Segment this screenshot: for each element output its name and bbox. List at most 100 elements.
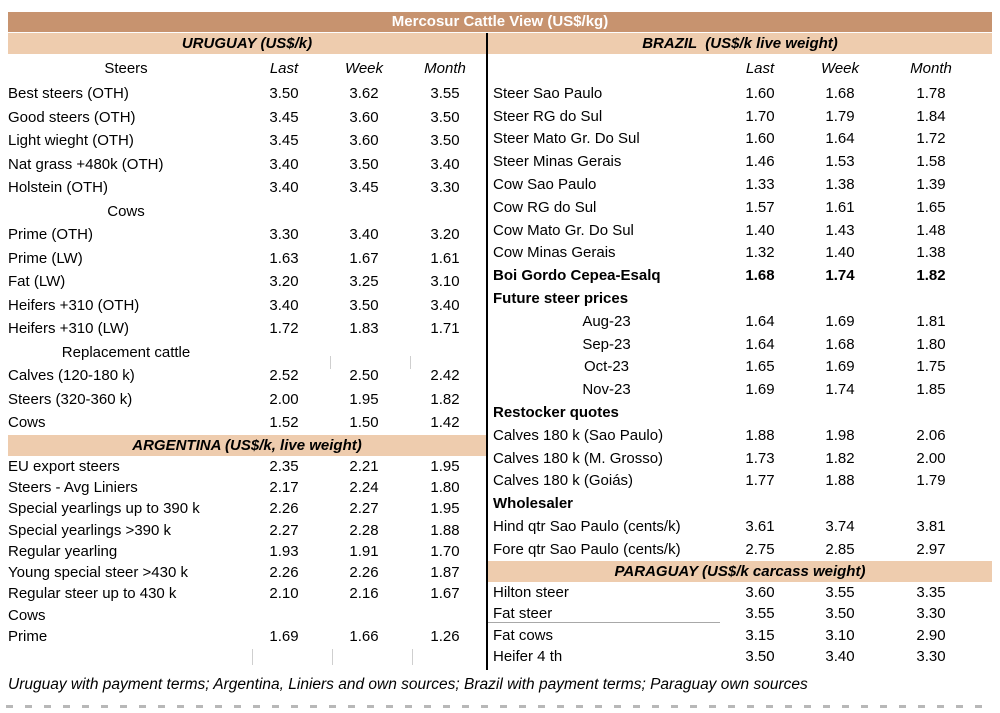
row-label: Cow Minas Gerais xyxy=(493,244,616,262)
cell-last: 3.50 xyxy=(269,85,299,103)
table-row: Calves 180 k (M. Grosso) 1.73 1.82 2.00 xyxy=(488,447,992,470)
panel-divider xyxy=(486,33,488,670)
column-header-week: Week xyxy=(344,59,384,77)
table-row: Prime (OTH) 3.30 3.40 3.20 xyxy=(8,223,486,247)
cell-week: 3.55 xyxy=(825,583,855,601)
cell-month: 3.81 xyxy=(916,518,946,536)
cell-week: 2.28 xyxy=(349,521,379,539)
row-label: Fat cows xyxy=(493,626,554,644)
table-row: Prime 1.69 1.66 1.26 xyxy=(8,626,486,647)
table-row: Regular steer up to 430 k 2.10 2.16 1.67 xyxy=(8,583,486,604)
cell-week: 1.98 xyxy=(825,426,855,444)
cell-month: 1.39 xyxy=(916,176,946,194)
table-row: Fat cows 3.15 3.10 2.90 xyxy=(488,625,992,647)
cell-last: 3.40 xyxy=(269,179,299,197)
cell-last: 2.35 xyxy=(269,457,299,475)
cell-week: 3.40 xyxy=(349,226,379,244)
cell-month: 1.48 xyxy=(916,221,946,239)
table-row: Best steers (OTH) 3.50 3.62 3.55 xyxy=(8,82,486,106)
table-row: Special yearlings up to 390 k 2.26 2.27 1.9… xyxy=(8,498,486,519)
table-row: Heifer 4 th 3.50 3.40 3.30 xyxy=(488,646,992,668)
cell-last: 1.70 xyxy=(745,107,775,125)
row-label: Calves 180 k (Sao Paulo) xyxy=(493,426,664,444)
cell-last: 3.15 xyxy=(745,626,775,644)
section: URUGUAY (US$/k) Steers Last Week Month Best s… xyxy=(8,33,486,435)
cell-week: 3.25 xyxy=(349,273,379,291)
cell-last: 1.52 xyxy=(269,414,299,432)
row-label: Holstein (OTH) xyxy=(8,179,109,197)
table-row: Sep-23 1.64 1.68 1.80 xyxy=(488,333,992,356)
row-label: Cow Mato Gr. Do Sul xyxy=(493,221,634,239)
cell-week: 1.88 xyxy=(825,472,855,490)
cell-week: 3.50 xyxy=(349,155,379,173)
cell-month: 1.61 xyxy=(430,249,460,267)
cell-month: 3.35 xyxy=(916,583,946,601)
cell-month: 2.00 xyxy=(916,449,946,467)
table-row: Calves (120-180 k) 2.52 2.50 2.42 xyxy=(8,364,486,388)
cell-last: 2.26 xyxy=(269,500,299,518)
row-label: Good steers (OTH) xyxy=(8,108,136,126)
table-row: Steer Sao Paulo 1.60 1.68 1.78 xyxy=(488,82,992,105)
gridline-artifact xyxy=(330,356,331,369)
table-row: Steers - Avg Liniers 2.17 2.24 1.80 xyxy=(8,477,486,498)
cell-month: 1.58 xyxy=(916,153,946,171)
cell-month: 1.87 xyxy=(430,564,460,582)
cell-week: 1.68 xyxy=(825,335,855,353)
cell-week: 2.85 xyxy=(825,540,855,558)
table-row: Heifers +310 (LW) 1.72 1.83 1.71 xyxy=(8,317,486,341)
cell-month: 1.70 xyxy=(430,542,460,560)
cell-month: 1.80 xyxy=(430,478,460,496)
row-label: Steer RG do Sul xyxy=(493,107,603,125)
row-label: Future steer prices xyxy=(493,290,629,308)
table-row: Wholesaler xyxy=(488,492,992,515)
cell-month: 3.30 xyxy=(916,648,946,666)
row-label: Boi Gordo Cepea-Esalq xyxy=(493,267,661,285)
cell-month: 2.06 xyxy=(916,426,946,444)
table-row: Regular yearling 1.93 1.91 1.70 xyxy=(8,541,486,562)
cell-week: 2.27 xyxy=(349,500,379,518)
cell-last: 1.32 xyxy=(745,244,775,262)
row-label: Prime (LW) xyxy=(8,249,83,267)
panel-uruguay-argentina: URUGUAY (US$/k) Steers Last Week Month Best s… xyxy=(8,33,486,647)
cell-week: 1.95 xyxy=(349,390,379,408)
table-row: Good steers (OTH) 3.45 3.60 3.50 xyxy=(8,106,486,130)
table-row: Heifers +310 (OTH) 3.40 3.50 3.40 xyxy=(8,294,486,318)
table-row: Fat (LW) 3.20 3.25 3.10 xyxy=(8,270,486,294)
table-row: Prime (LW) 1.63 1.67 1.61 xyxy=(8,247,486,271)
cell-last: 1.68 xyxy=(745,267,775,285)
table: Mercosur Cattle View (US$/kg) URUGUAY (U… xyxy=(8,12,992,670)
cell-week: 1.69 xyxy=(825,312,855,330)
cell-month: 3.50 xyxy=(430,132,460,150)
row-label: Heifers +310 (OTH) xyxy=(8,296,140,314)
row-label: Steer Mato Gr. Do Sul xyxy=(493,130,640,148)
table-row: Light wieght (OTH) 3.45 3.60 3.50 xyxy=(8,129,486,153)
row-label: Restocker quotes xyxy=(493,404,619,422)
table-title: Mercosur Cattle View (US$/kg) xyxy=(8,12,992,33)
cell-month: 1.72 xyxy=(916,130,946,148)
cell-last: 3.50 xyxy=(745,648,775,666)
cell-last: 3.45 xyxy=(269,132,299,150)
row-label: Light wieght (OTH) xyxy=(8,132,134,150)
cell-month: 1.95 xyxy=(430,500,460,518)
row-label: Young special steer >430 k xyxy=(8,564,188,582)
cell-month: 3.40 xyxy=(430,296,460,314)
table-row: Cows xyxy=(8,605,486,626)
column-header-last: Last xyxy=(269,59,299,77)
cell-week: 1.83 xyxy=(349,320,379,338)
row-label: Prime xyxy=(8,628,48,646)
table-row: Replacement cattle xyxy=(8,341,486,365)
cell-week: 3.60 xyxy=(349,108,379,126)
column-header-row: Steers Last Week Month xyxy=(8,54,486,82)
cell-week: 3.74 xyxy=(825,518,855,536)
cell-month: 1.71 xyxy=(430,320,460,338)
section: BRAZIL (US$/k live weight) Last Week Month S… xyxy=(488,33,992,561)
cell-month: 1.65 xyxy=(916,198,946,216)
cell-week: 2.24 xyxy=(349,478,379,496)
cell-week: 1.82 xyxy=(825,449,855,467)
cell-week: 2.16 xyxy=(349,585,379,603)
cell-month: 3.55 xyxy=(430,85,460,103)
table-row: Fat steer 3.55 3.50 3.30 xyxy=(488,603,992,625)
source-note: Uruguay with payment terms; Argentina, L… xyxy=(8,676,808,693)
cell-last: 2.27 xyxy=(269,521,299,539)
section: ARGENTINA (US$/k, live weight) EU export … xyxy=(8,434,486,648)
